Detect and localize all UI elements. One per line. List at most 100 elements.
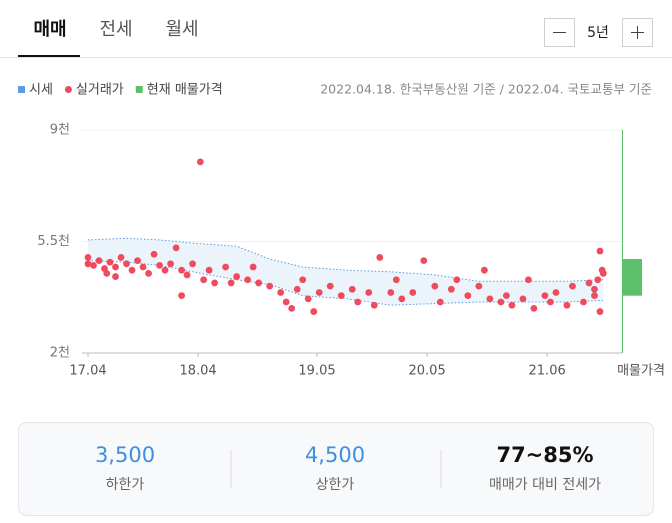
point (420, 257, 428, 265)
point (299, 276, 307, 284)
point (480, 266, 488, 274)
point (178, 266, 185, 274)
summary-value: 4,500 (305, 443, 365, 467)
point (365, 289, 373, 296)
listing-label: 매물가격 (617, 364, 665, 379)
plus-button[interactable] (622, 18, 653, 47)
point (128, 266, 136, 274)
tab[interactable]: 월세 (165, 19, 198, 40)
summary-label: 상한가 (316, 477, 355, 493)
point (315, 289, 323, 296)
x-tick-label: 19.05 (298, 364, 335, 379)
point (585, 279, 593, 287)
point (376, 254, 384, 261)
point (103, 269, 111, 277)
point (502, 292, 510, 300)
point (497, 298, 505, 306)
point (277, 289, 285, 296)
y-tick-label: 2천 (50, 346, 70, 361)
point (326, 282, 334, 290)
point (183, 271, 191, 279)
point (145, 269, 152, 277)
summary-label: 매매가 대비 전세가 (489, 477, 601, 493)
point (293, 285, 301, 293)
point (519, 295, 527, 303)
tab-active[interactable]: 매매 (33, 19, 66, 40)
point (150, 250, 158, 258)
point (106, 258, 114, 266)
point (337, 292, 345, 300)
point (117, 254, 125, 261)
point (211, 279, 219, 287)
point (552, 289, 560, 296)
point (348, 285, 356, 293)
point (370, 301, 378, 309)
summary-value: 3,500 (95, 443, 155, 467)
point (222, 263, 230, 271)
point (172, 244, 180, 252)
point (200, 276, 208, 284)
point (189, 260, 196, 268)
point (123, 260, 130, 268)
legend-swatch (135, 86, 143, 93)
point (475, 282, 483, 290)
point (436, 298, 444, 306)
point (591, 292, 598, 300)
legend-label: 시세 (29, 83, 53, 98)
point (244, 276, 252, 284)
point (453, 276, 461, 284)
point (90, 261, 97, 269)
legend-label: 현재 매물가격 (147, 83, 223, 98)
summary: 3,500 하한가 4,500 상한가 77~85% 매매가 대비 전세가 (95, 443, 601, 493)
point (354, 298, 362, 306)
tab-underline (18, 55, 80, 58)
point (196, 158, 204, 166)
point (563, 301, 571, 309)
plot: 9천 5.5천 2천 17.04 18.04 19.05 20.05 21.06 매물가격 (37, 123, 665, 379)
point (266, 282, 274, 290)
point (508, 301, 516, 309)
source-note: 2022.04.18. 한국부동산원 기준 / 2022.04. 국토교통부 기… (320, 82, 652, 97)
legend: 시세 실거래가 현재 매물가격 (18, 83, 223, 98)
point (233, 273, 241, 280)
point (398, 295, 406, 303)
point (596, 247, 604, 255)
point (139, 263, 147, 271)
x-tick-label: 20.05 (409, 364, 446, 379)
point (387, 289, 395, 296)
summary-value: 77~85% (496, 443, 593, 467)
point (288, 305, 296, 312)
band-lower (87, 260, 604, 306)
y-tick-label: 5.5천 (37, 234, 70, 249)
point (580, 298, 587, 306)
point (541, 292, 549, 300)
point (178, 292, 185, 300)
point (431, 282, 439, 290)
point (596, 308, 604, 315)
band-upper (87, 237, 604, 282)
point (599, 269, 607, 277)
x-tick-label: 21.06 (529, 364, 566, 379)
point (84, 260, 92, 268)
point (282, 298, 290, 306)
point (112, 273, 119, 280)
summary-label: 하한가 (106, 477, 145, 493)
point (530, 305, 538, 312)
summary-box (18, 422, 654, 516)
point (84, 254, 92, 261)
point (167, 260, 174, 268)
point (392, 276, 400, 284)
legend-label: 실거래가 (76, 83, 124, 98)
point (304, 295, 312, 303)
point (447, 285, 455, 293)
point (591, 285, 598, 293)
minus-button[interactable] (544, 18, 575, 47)
point (525, 276, 532, 284)
point (156, 261, 163, 269)
point (161, 266, 169, 274)
tab[interactable]: 전세 (99, 19, 132, 40)
legend-swatch (64, 86, 72, 93)
x-tick-label: 17.04 (69, 364, 106, 379)
point (486, 295, 494, 303)
